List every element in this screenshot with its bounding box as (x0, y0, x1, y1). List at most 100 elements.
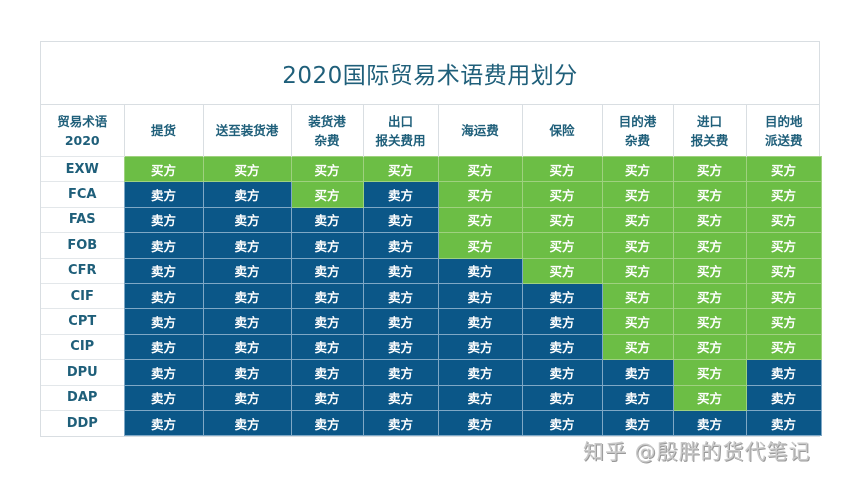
seller-cell: 卖方 (521, 282, 603, 310)
seller-cell: 卖方 (437, 282, 523, 310)
seller-cell: 卖方 (123, 333, 204, 361)
table-row: CFR 卖方 卖方 卖方 卖方 卖方 买方 买方 买方 买方 (41, 257, 822, 284)
seller-cell: 卖方 (202, 308, 292, 335)
seller-cell: 卖方 (362, 282, 439, 310)
table-row: EXW 买方 买方 买方 买方 买方 买方 买方 买方 买方 (41, 155, 822, 183)
buyer-cell: 买方 (290, 181, 364, 208)
buyer-cell: 买方 (601, 155, 674, 183)
seller-cell: 卖方 (362, 409, 439, 437)
column-header: 提货 (124, 105, 204, 157)
table-body: EXW 买方 买方 买方 买方 买方 买方 买方 买方 买方 FCA 卖方 卖方 买方 卖方 买方 买方 买方 买方… (41, 155, 822, 437)
column-header: 进口 报关费 (673, 105, 747, 157)
seller-cell: 卖方 (362, 333, 439, 361)
buyer-cell: 买方 (672, 333, 747, 361)
seller-cell: 卖方 (745, 359, 822, 386)
seller-cell: 卖方 (437, 384, 523, 411)
seller-cell: 卖方 (290, 359, 364, 386)
header-line-1: 装货港 (308, 113, 346, 129)
table-row: DAP 卖方 卖方 卖方 卖方 卖方 卖方 卖方 买方 卖方 (41, 384, 822, 411)
seller-cell: 卖方 (362, 308, 439, 335)
seller-cell: 卖方 (672, 409, 747, 437)
buyer-cell: 买方 (362, 155, 439, 183)
header-line-1: 保险 (549, 123, 575, 138)
seller-cell: 卖方 (202, 333, 292, 361)
seller-cell: 卖方 (123, 232, 204, 259)
buyer-cell: 买方 (202, 155, 292, 183)
incoterms-cost-table: 2020国际贸易术语费用划分 贸易术语 2020 提货 送至装货港 装货港 杂费 出口 报关费… (40, 41, 822, 438)
seller-cell: 卖方 (437, 257, 523, 284)
seller-cell: 卖方 (437, 359, 523, 386)
seller-cell: 卖方 (123, 181, 204, 208)
table-row: DPU 卖方 卖方 卖方 卖方 卖方 卖方 卖方 买方 卖方 (41, 359, 822, 386)
buyer-cell: 买方 (601, 308, 674, 335)
seller-cell: 卖方 (123, 257, 204, 284)
header-line-2: 杂费 (314, 132, 340, 148)
seller-cell: 卖方 (362, 257, 439, 284)
buyer-cell: 买方 (123, 155, 204, 183)
seller-cell: 卖方 (202, 282, 292, 310)
column-header: 海运费 (438, 105, 523, 157)
buyer-cell: 买方 (745, 181, 822, 208)
table-row: FCA 卖方 卖方 买方 卖方 买方 买方 买方 买方 买方 (41, 181, 822, 208)
header-line-1: 海运费 (461, 123, 499, 138)
header-line-1: 目的港 (618, 113, 657, 129)
seller-cell: 卖方 (123, 384, 204, 411)
seller-cell: 卖方 (202, 181, 292, 208)
buyer-cell: 买方 (437, 206, 523, 234)
seller-cell: 卖方 (290, 257, 364, 284)
header-line-1: 送至装货港 (215, 123, 279, 138)
buyer-cell: 买方 (672, 384, 747, 411)
term-label: EXW (41, 155, 124, 182)
buyer-cell: 买方 (601, 333, 674, 361)
seller-cell: 卖方 (202, 384, 292, 411)
seller-cell: 卖方 (202, 206, 292, 234)
seller-cell: 卖方 (437, 308, 523, 335)
header-line-1: 目的地 (764, 113, 803, 129)
seller-cell: 卖方 (601, 409, 674, 437)
term-label: FAS (41, 206, 124, 233)
seller-cell: 卖方 (437, 333, 523, 361)
header-line-1: 提货 (150, 123, 176, 138)
watermark: 知乎 @殷胖的货代笔记 (583, 440, 811, 464)
buyer-cell: 买方 (521, 232, 603, 259)
seller-cell: 卖方 (437, 409, 523, 437)
term-label: FOB (41, 232, 124, 259)
seller-cell: 卖方 (362, 206, 439, 234)
buyer-cell: 买方 (745, 282, 822, 310)
header-line-2: 报关费用 (375, 132, 426, 148)
table-row: CIP 卖方 卖方 卖方 卖方 卖方 卖方 买方 买方 买方 (41, 333, 822, 361)
term-label: FCA (41, 181, 124, 208)
seller-cell: 卖方 (290, 409, 364, 437)
seller-cell: 卖方 (745, 384, 822, 411)
seller-cell: 卖方 (123, 206, 204, 234)
table-row: CPT 卖方 卖方 卖方 卖方 卖方 卖方 买方 买方 买方 (41, 308, 822, 335)
seller-cell: 卖方 (601, 359, 674, 386)
seller-cell: 卖方 (123, 409, 204, 437)
header-line-2: 报关费 (690, 132, 729, 148)
seller-cell: 卖方 (521, 359, 603, 386)
table-title: 2020国际贸易术语费用划分 (41, 42, 819, 105)
buyer-cell: 买方 (672, 308, 747, 335)
seller-cell: 卖方 (362, 232, 439, 259)
buyer-cell: 买方 (437, 181, 523, 208)
seller-cell: 卖方 (521, 384, 603, 411)
table-row: CIF 卖方 卖方 卖方 卖方 卖方 卖方 买方 买方 买方 (41, 282, 822, 310)
term-label: DAP (41, 384, 124, 411)
buyer-cell: 买方 (672, 206, 747, 234)
table-row: DDP 卖方 卖方 卖方 卖方 卖方 卖方 卖方 卖方 卖方 (41, 409, 822, 437)
seller-cell: 卖方 (521, 308, 603, 335)
column-header: 出口 报关费用 (363, 105, 439, 157)
seller-cell: 卖方 (290, 308, 364, 335)
seller-cell: 卖方 (290, 384, 364, 411)
buyer-cell: 买方 (745, 257, 822, 284)
buyer-cell: 买方 (521, 181, 603, 208)
table-row: FAS 卖方 卖方 卖方 卖方 买方 买方 买方 买方 买方 (41, 206, 822, 234)
term-label: CIP (41, 333, 124, 360)
header-line-2: 2020 (64, 132, 100, 148)
table-row: FOB 卖方 卖方 卖方 卖方 买方 买方 买方 买方 买方 (41, 232, 822, 259)
seller-cell: 卖方 (290, 232, 364, 259)
column-header: 送至装货港 (203, 105, 292, 157)
term-label: DDP (41, 409, 124, 436)
header-line-1: 进口 (696, 113, 722, 129)
seller-cell: 卖方 (202, 409, 292, 437)
